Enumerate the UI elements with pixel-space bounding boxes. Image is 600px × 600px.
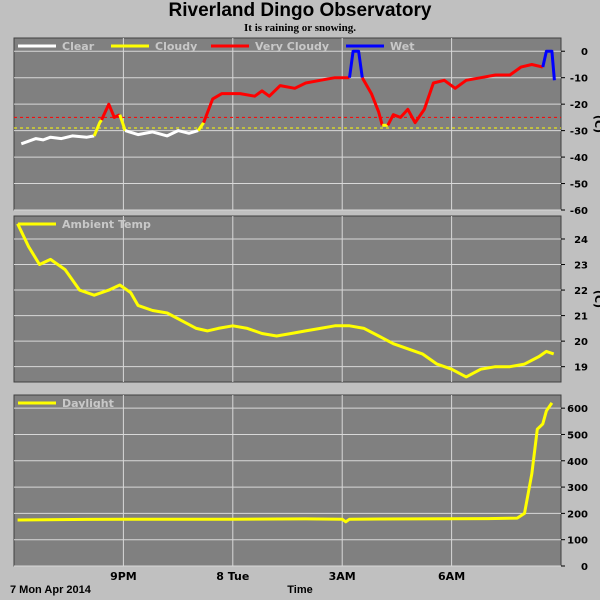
series-line-clear: [124, 129, 199, 138]
y-tick-label: -10: [570, 74, 588, 85]
series-line-very-cloudy: [202, 76, 350, 124]
y-tick-label: -60: [570, 206, 588, 217]
page-title: Riverland Dingo Observatory: [168, 0, 432, 21]
plot-area-ambient: [13, 215, 562, 383]
legend-label: Very Cloudy: [255, 40, 329, 53]
legend-label: Wet: [390, 40, 414, 53]
y-tick-label: 500: [567, 430, 588, 441]
legend-label: Cloudy: [155, 40, 197, 53]
y-tick-label: 200: [567, 509, 588, 520]
unit-label: (C): [592, 115, 600, 133]
y-tick-label: 0: [581, 47, 588, 58]
plot-area-sky: [13, 37, 562, 211]
date-label: 7 Mon Apr 2014: [10, 584, 91, 596]
y-tick-label: 19: [574, 363, 588, 374]
y-tick-label: 23: [574, 261, 588, 272]
series-line-very-cloudy: [386, 63, 544, 126]
x-tick-label: 9PM: [110, 570, 137, 583]
y-tick-label: -40: [570, 153, 588, 164]
series-line-wet: [541, 49, 556, 81]
series-line-very-cloudy: [360, 76, 384, 126]
x-axis-title: Time: [287, 584, 313, 596]
legend-label: Ambient Temp: [62, 218, 151, 231]
series-line-very-cloudy: [100, 102, 121, 121]
series-line-ambient-temp: [16, 223, 555, 379]
series-line-daylight: [17, 402, 554, 524]
y-tick-label: -20: [570, 100, 588, 111]
legend-label: Clear: [62, 40, 95, 53]
x-tick-label: 8 Tue: [216, 570, 249, 583]
legend-label: Daylight: [62, 397, 114, 410]
y-tick-label: 0: [581, 562, 588, 573]
y-tick-label: 20: [574, 337, 588, 348]
series-line-cloudy: [92, 119, 103, 137]
y-tick-label: 300: [567, 483, 588, 494]
y-tick-label: -30: [570, 127, 588, 138]
y-tick-label: 400: [567, 457, 588, 468]
y-tick-label: 100: [567, 536, 588, 547]
y-tick-label: -50: [570, 180, 588, 191]
plot-area-daylight: [13, 394, 562, 567]
series-line-cloudy: [196, 121, 205, 132]
y-tick-label: 24: [574, 235, 588, 246]
x-tick-label: 6AM: [438, 570, 465, 583]
y-tick-label: 22: [574, 286, 588, 297]
series-line-clear: [20, 134, 95, 146]
series-line-wet: [348, 49, 364, 78]
status-subtitle: It is raining or snowing.: [244, 22, 356, 34]
x-tick-label: 3AM: [329, 570, 356, 583]
series-line-cloudy: [118, 114, 127, 132]
y-tick-label: 21: [574, 312, 588, 323]
y-tick-label: 600: [567, 404, 588, 415]
unit-label: (C): [592, 290, 600, 308]
